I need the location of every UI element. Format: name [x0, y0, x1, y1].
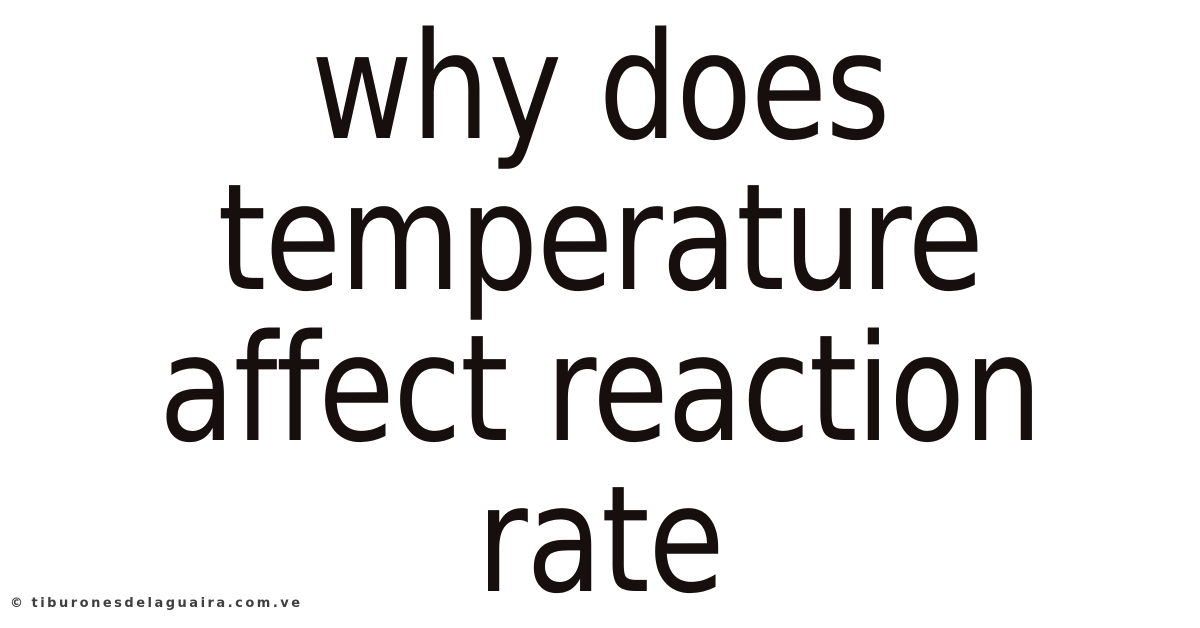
page-title: why does temperature affect reaction rat… — [96, 12, 1104, 616]
title-line-2: temperature — [217, 152, 984, 325]
title-line-1: why does — [311, 1, 890, 174]
watermark: © tiburonesdelaguaira.com.ve — [10, 596, 303, 611]
title-line-3: affect reaction — [159, 303, 1042, 475]
copyright-icon: © — [10, 596, 26, 611]
title-line-4: rate — [476, 453, 725, 626]
watermark-text: tiburonesdelaguaira.com.ve — [31, 596, 303, 611]
